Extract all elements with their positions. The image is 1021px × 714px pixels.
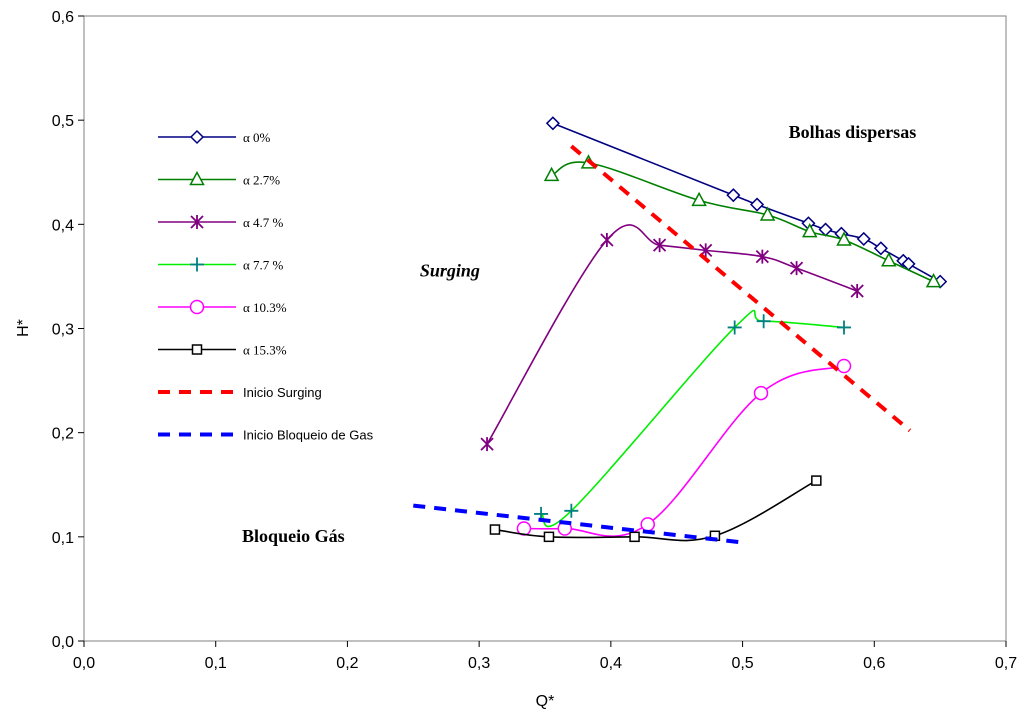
x-tick-label: 0,2 xyxy=(336,655,358,672)
annotations: Bolhas dispersas Surging Bloqueio Gás xyxy=(242,122,916,546)
data-point xyxy=(801,223,818,238)
data-point xyxy=(749,197,765,212)
data-point xyxy=(691,191,707,207)
legend-marker xyxy=(191,344,203,355)
y-tick-label: 0,1 xyxy=(52,530,74,547)
legend-entry: α 0% xyxy=(158,129,271,145)
data-point xyxy=(543,531,555,543)
data-point xyxy=(873,241,888,256)
data-point xyxy=(836,358,852,374)
legend-label: α 0% xyxy=(243,130,271,145)
legend-entry: α 7.7 % xyxy=(158,257,284,273)
data-point xyxy=(836,320,851,335)
legend-marker xyxy=(190,215,204,229)
y-tick-label: 0,2 xyxy=(52,426,74,443)
legend: α 0% α 2.7% α 4.7 % α 7.7 % α 10.3% α 15.3% In… xyxy=(158,129,374,443)
data-point xyxy=(726,188,741,203)
x-tick-label: 0,4 xyxy=(600,655,622,672)
annotation-label: Bloqueio Gás xyxy=(242,526,345,546)
legend-label: α 4.7 % xyxy=(243,215,284,230)
series-2 xyxy=(480,224,864,452)
data-point xyxy=(881,252,897,267)
y-tick-label: 0,3 xyxy=(52,322,74,339)
x-tick-label: 0,6 xyxy=(863,655,885,672)
series-3 xyxy=(534,309,851,528)
data-point xyxy=(811,475,822,486)
series-layer xyxy=(413,116,948,545)
x-tick-label: 0,5 xyxy=(731,655,753,672)
data-point xyxy=(480,437,494,452)
data-point xyxy=(836,231,852,246)
legend-entry: α 10.3% xyxy=(158,299,287,315)
legend-label: α 15.3% xyxy=(243,343,287,358)
series-6 xyxy=(570,144,912,433)
annotation-label: Bolhas dispersas xyxy=(789,122,917,142)
data-point xyxy=(545,116,560,131)
legend-marker xyxy=(189,129,205,145)
data-point xyxy=(543,166,560,182)
data-point xyxy=(629,531,640,543)
data-point xyxy=(856,231,871,246)
data-point xyxy=(850,284,864,298)
data-point xyxy=(489,524,501,535)
y-axis-title: H* xyxy=(15,319,32,337)
y-tick-label: 0,5 xyxy=(52,113,74,130)
data-point xyxy=(652,238,667,253)
legend-label: Inicio Surging xyxy=(243,385,322,400)
x-tick-label: 0,1 xyxy=(205,655,227,672)
series-line xyxy=(570,144,912,433)
data-point xyxy=(759,206,776,221)
plot-area xyxy=(83,15,1007,642)
data-point xyxy=(756,314,771,329)
legend-label: α 2.7% xyxy=(243,173,280,188)
data-point xyxy=(727,320,742,335)
x-axis: 0,0 0,1 0,2 0,3 0,4 0,5 0,6 0,7 xyxy=(73,641,1017,672)
legend-label: α 10.3% xyxy=(243,300,287,315)
annotation-label: Surging xyxy=(420,260,480,280)
data-point xyxy=(753,385,769,401)
x-tick-label: 0,0 xyxy=(73,655,95,672)
data-point xyxy=(925,273,942,288)
y-tick-label: 0,4 xyxy=(52,217,74,234)
series-line xyxy=(551,161,934,283)
legend-entry: Inicio Surging xyxy=(158,385,322,400)
x-tick-label: 0,7 xyxy=(995,655,1017,672)
legend-marker xyxy=(189,170,205,186)
legend-entry: α 15.3% xyxy=(158,343,287,358)
data-point xyxy=(564,503,579,518)
series-line xyxy=(540,309,845,528)
x-tick-label: 0,3 xyxy=(468,655,490,672)
legend-entry: Inicio Bloqueio de Gas xyxy=(158,428,374,443)
legend-entry: α 4.7 % xyxy=(158,215,284,230)
y-axis: 0,0 0,1 0,2 0,3 0,4 0,5 0,6 xyxy=(52,9,84,651)
y-tick-label: 0,6 xyxy=(52,9,74,26)
series-5 xyxy=(489,475,822,543)
x-axis-title: Q* xyxy=(536,693,555,710)
data-point xyxy=(789,261,804,276)
legend-label: α 7.7 % xyxy=(243,258,284,273)
legend-marker xyxy=(190,257,204,272)
data-point xyxy=(600,232,614,247)
data-point xyxy=(755,249,769,264)
legend-marker xyxy=(189,299,205,315)
data-point xyxy=(640,517,655,532)
y-tick-label: 0,0 xyxy=(52,634,74,651)
series-4 xyxy=(516,358,852,537)
legend-label: Inicio Bloqueio de Gas xyxy=(243,428,374,443)
legend-entry: α 2.7% xyxy=(158,170,280,188)
